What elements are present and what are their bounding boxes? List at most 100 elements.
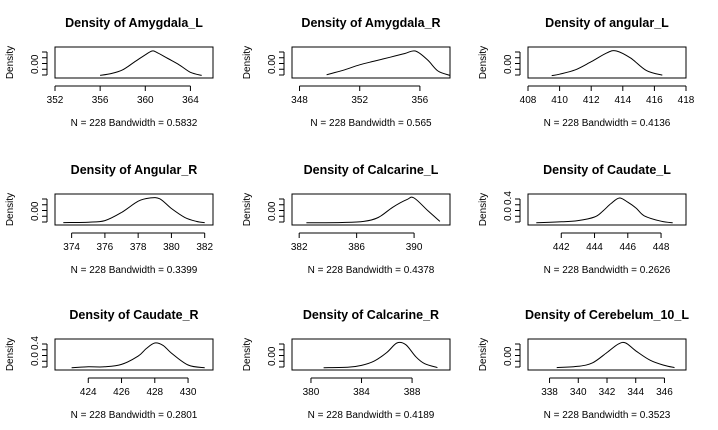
x-tick-label: 380 [303,387,320,398]
plot-frame [54,338,214,371]
plot-frame [54,193,214,226]
plot-frame [291,193,451,226]
panel-subtitle: N = 228 Bandwidth = 0.2801 [71,410,198,421]
x-axis: 380 384 388 [303,377,421,398]
x-tick-label: 338 [541,387,558,398]
panel-title: Density of Calcarine_R [303,308,439,322]
y-axis-label: Density [5,46,16,79]
x-axis: 348 352 356 [291,85,429,106]
x-tick-label: 386 [348,242,365,253]
density-panel: Density of Amygdala_R 348 352 356 0.00 Densit… [242,16,451,129]
x-tick-label: 376 [97,242,114,253]
y-tick-label: 0.00 [267,346,278,366]
y-axis-label: Density [478,46,489,79]
panel-subtitle: N = 228 Bandwidth = 0.4189 [308,410,435,421]
x-tick-label: 390 [406,242,423,253]
density-panel: Density of Cerebelum_10_L 338 340 342 344 346… [478,308,689,421]
plot-frame [291,46,451,79]
x-tick-label: 412 [583,95,600,106]
x-tick-label: 352 [47,95,64,106]
density-panel: Density of angular_L 408 410 412 414 416 418 0.… [478,16,695,129]
density-panel: Density of Angular_R 374 376 378 380 382 0.00 D… [5,163,214,276]
panel-title: Density of Caudate_R [69,308,198,322]
plot-frame [527,193,687,226]
density-curve [71,342,205,369]
x-axis: 374 376 378 380 382 [63,232,213,253]
panel-subtitle: N = 228 Bandwidth = 0.565 [310,118,432,129]
plot-frame [54,46,214,79]
x-tick-label: 414 [614,95,631,106]
x-axis: 338 340 342 344 346 [541,377,673,398]
density-panel: Density of Amygdala_L 352 356 360 364 0.00 Den… [5,16,214,129]
x-axis: 408 410 412 414 416 418 [520,85,695,106]
y-axis: 0.00 [30,198,48,223]
x-tick-label: 382 [291,242,308,253]
x-tick-label: 408 [520,95,537,106]
y-axis: 0.00.4 [30,336,48,368]
x-tick-label: 446 [619,242,636,253]
x-tick-label: 348 [291,95,308,106]
y-axis-label: Density [478,193,489,226]
x-tick-label: 416 [646,95,663,106]
x-tick-label: 340 [570,387,587,398]
x-axis: 352 356 360 364 [47,85,199,106]
x-tick-label: 380 [163,242,180,253]
x-tick-label: 410 [551,95,568,106]
y-tick-label: 0.0 [30,352,41,366]
panel-title: Density of Cerebelum_10_L [525,308,689,322]
y-axis: 0.00.4 [503,191,521,223]
panel-subtitle: N = 228 Bandwidth = 0.5832 [71,118,198,129]
x-axis: 382 386 390 [291,232,423,253]
y-tick-label: 0.00 [503,54,514,74]
plot-frame [527,46,687,79]
x-tick-label: 418 [678,95,695,106]
density-curve [536,197,673,224]
x-tick-label: 374 [63,242,80,253]
y-axis-label: Density [242,193,253,226]
x-tick-label: 388 [404,387,421,398]
x-tick-label: 342 [599,387,616,398]
panel-subtitle: N = 228 Bandwidth = 0.3523 [544,410,671,421]
panel-title: Density of Amygdala_L [65,16,203,30]
x-tick-label: 346 [656,387,673,398]
y-axis-label: Density [5,338,16,371]
x-tick-label: 430 [180,387,197,398]
x-tick-label: 382 [196,242,213,253]
x-tick-label: 448 [653,242,670,253]
x-tick-label: 356 [412,95,429,106]
y-axis: 0.00 [267,51,285,76]
density-curve [323,341,438,369]
density-curve [63,197,205,224]
y-tick-label: 0.0 [503,207,514,221]
y-axis: 0.00 [503,51,521,76]
y-axis: 0.00 [30,51,48,76]
panel-title: Density of angular_L [545,16,669,30]
x-tick-label: 428 [146,387,163,398]
y-axis-label: Density [478,338,489,371]
x-tick-label: 344 [627,387,644,398]
panel-subtitle: N = 228 Bandwidth = 0.4378 [308,265,435,276]
density-curve [306,196,441,224]
x-axis: 424 426 428 430 [80,377,197,398]
panel-title: Density of Caudate_L [543,163,671,177]
x-tick-label: 444 [586,242,603,253]
density-panel: Density of Calcarine_R 380 384 388 0.00 Densi… [242,308,451,421]
x-tick-label: 378 [130,242,147,253]
y-axis-label: Density [5,193,16,226]
y-tick-label: 0.4 [503,191,514,205]
y-axis: 0.00 [267,198,285,223]
x-tick-label: 364 [182,95,199,106]
panel-title: Density of Angular_R [71,163,198,177]
plot-frame [527,338,687,371]
density-panel: Density of Calcarine_L 382 386 390 0.00 Densi… [242,163,451,276]
x-tick-label: 384 [353,387,370,398]
x-tick-label: 426 [113,387,130,398]
panel-title: Density of Calcarine_L [304,163,439,177]
y-axis-label: Density [242,338,253,371]
panel-subtitle: N = 228 Bandwidth = 0.2626 [544,265,671,276]
x-tick-label: 356 [92,95,109,106]
panel-title: Density of Amygdala_R [301,16,440,30]
y-tick-label: 0.4 [30,336,41,350]
